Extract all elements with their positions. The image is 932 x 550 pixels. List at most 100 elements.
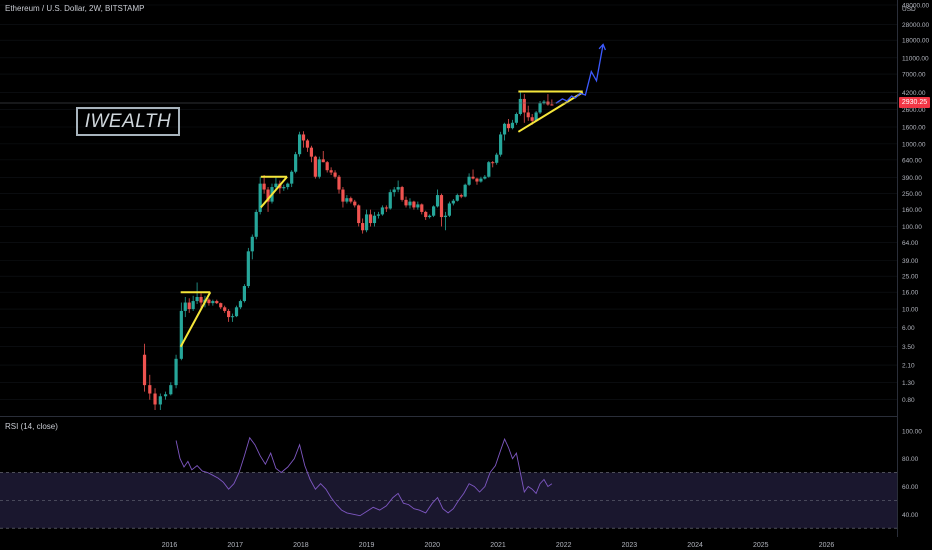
price-tick-label: 1.30 (902, 380, 915, 387)
rsi-tick-label: 100.00 (902, 428, 922, 435)
price-tick-label: 10.00 (902, 307, 919, 314)
candle-body (250, 236, 254, 252)
candle-body (357, 205, 361, 224)
candle-body (372, 215, 377, 224)
price-tick-label: 25.00 (902, 274, 919, 281)
candle-body (361, 223, 365, 231)
candle-body (294, 154, 298, 172)
candle-body (179, 310, 183, 359)
candle-body (526, 112, 530, 118)
candle-body (234, 307, 239, 317)
price-tick-label: 250.00 (902, 191, 922, 198)
candle-body (321, 159, 325, 163)
rsi-axis[interactable]: 40.00 60.00 80.00 100.00 (902, 428, 922, 519)
candle-body (183, 302, 187, 311)
candle-body (475, 178, 479, 182)
iwealth-watermark: IWEALTH (76, 107, 180, 136)
price-tick-label: 390.00 (902, 175, 922, 182)
candle-body (471, 176, 475, 179)
candle-body (223, 307, 227, 311)
price-tick-label: 1000.00 (902, 141, 926, 148)
candle-body (286, 183, 290, 188)
candle-body (148, 385, 152, 394)
rsi-title[interactable]: RSI (14, close) (5, 422, 58, 431)
candle-body (376, 214, 381, 216)
candle-body (207, 299, 211, 304)
candle-body (365, 214, 369, 231)
candle-layer (142, 91, 554, 410)
candle-body (538, 103, 542, 113)
candle-body (158, 396, 162, 405)
grid-layer (0, 4, 897, 400)
candle-body (483, 176, 487, 179)
projection-path[interactable] (555, 44, 604, 104)
triangle-support-line[interactable] (260, 176, 288, 209)
candle-body (424, 211, 428, 218)
candle-body (258, 183, 262, 212)
candle-body (530, 117, 534, 121)
candle-body (506, 123, 511, 129)
time-tick-label: 2017 (227, 542, 243, 549)
time-tick-label: 2016 (162, 542, 178, 549)
price-tick-label: 7000.00 (902, 72, 926, 79)
candle-body (487, 162, 491, 177)
candle-body (341, 189, 345, 202)
candle-body (451, 200, 455, 204)
candle-body (428, 215, 432, 218)
price-tick-label: 100.00 (902, 224, 922, 231)
price-tick-label: 18000.00 (902, 38, 929, 45)
time-tick-label: 2023 (622, 542, 638, 549)
price-axis[interactable]: 0.80 1.30 2.10 3.50 6.00 10.00 16.00 25.00 39.00… (902, 3, 929, 405)
currency-label: USD (902, 6, 916, 13)
time-axis[interactable]: 2016 2017 2018 2019 2020 2021 2022 2023 2024 2025… (162, 542, 835, 549)
rsi-tick-label: 60.00 (902, 484, 919, 491)
price-tick-label: 11000.00 (902, 55, 929, 62)
price-tick-label: 6.00 (902, 325, 915, 332)
candle-body (195, 297, 199, 302)
candle-body (510, 122, 515, 129)
candle-body (246, 251, 250, 287)
candle-body (301, 134, 306, 141)
candle-body (420, 204, 424, 212)
price-tick-label: 64.00 (902, 240, 919, 247)
candle-body (542, 101, 546, 104)
candle-body (238, 301, 243, 308)
projection-arrowhead (598, 43, 607, 51)
time-tick-label: 2025 (753, 542, 769, 549)
candle-body (499, 134, 503, 155)
candle-body (174, 358, 178, 386)
rsi-line (175, 436, 553, 517)
candle-body (522, 98, 526, 113)
candle-body (514, 113, 518, 123)
time-tick-label: 2019 (359, 542, 375, 549)
candle-body (305, 140, 310, 148)
candle-body (388, 192, 392, 209)
candle-body (187, 302, 191, 310)
candle-body (254, 211, 258, 237)
candle-body (443, 215, 448, 218)
candle-body (459, 195, 463, 197)
candle-body (317, 159, 321, 177)
candle-body (230, 316, 235, 318)
symbol-title[interactable]: Ethereum / U.S. Dollar, 2W, BITSTAMP (5, 4, 145, 13)
time-tick-label: 2020 (425, 542, 441, 549)
triangle-support-line[interactable] (179, 291, 212, 348)
candle-body (325, 162, 329, 171)
candle-body (163, 394, 168, 397)
candle-body (502, 123, 507, 135)
rsi-line-layer (175, 436, 553, 517)
candle-body (227, 310, 231, 318)
candle-body (534, 112, 538, 121)
price-tick-label: 2600.00 (902, 107, 926, 114)
triangle-support-line[interactable] (517, 91, 584, 133)
price-tick-label: 640.00 (902, 157, 922, 164)
candle-body (400, 187, 404, 200)
price-tick-label: 2.10 (902, 363, 915, 370)
candle-body (518, 98, 522, 114)
price-tick-label: 39.00 (902, 258, 919, 265)
annotation-layer (179, 43, 607, 348)
price-tick-label: 160.00 (902, 207, 922, 214)
candle-body (396, 187, 400, 190)
candle-body (384, 207, 388, 209)
